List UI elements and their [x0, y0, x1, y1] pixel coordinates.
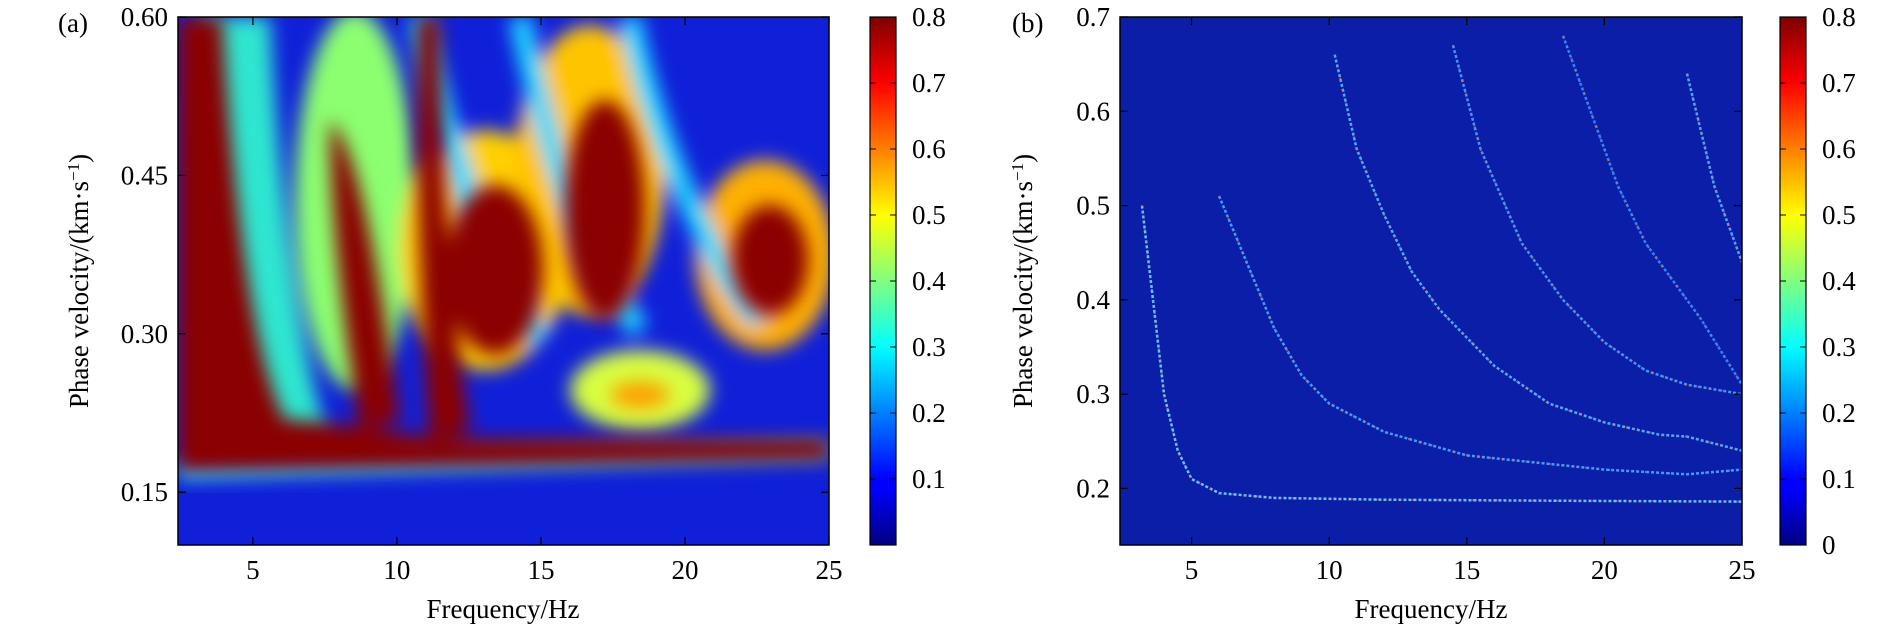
colorbar-tick-label-a: 0.7	[912, 68, 946, 98]
colorbar-tick-label-a: 0.4	[912, 266, 946, 296]
panel-b-label: (b)	[1012, 8, 1043, 38]
heatmap-a-red-lobe-13hz	[447, 185, 543, 355]
y-tick-label-a: 0.60	[121, 2, 168, 32]
dispersion-curve-hot-1	[1218, 195, 1742, 476]
colorbar-tick-label-b: 0.7	[1822, 68, 1856, 98]
heatmap-a	[178, 17, 829, 545]
colorbar-b-ticks: 0 0.1 0.2 0.3 0.4 0.5 0.6 0.7 0.8	[1780, 2, 1856, 560]
axes-b-ticks: 5 10 15 20 25 0.2 0.3 0.4 0.5 0.6 0.7	[1076, 2, 1755, 585]
colorbar-tick-label-b: 0.8	[1822, 2, 1856, 32]
colorbar-tick-label-b: 0.6	[1822, 134, 1856, 164]
panel-a: (a)	[58, 2, 946, 624]
colorbar-tick-label-b: 0.3	[1822, 332, 1856, 362]
y-tick-label-b: 0.3	[1076, 379, 1110, 409]
x-tick-label-a: 15	[527, 555, 554, 585]
dispersion-curve-2	[1333, 54, 1742, 452]
x-tick-label-b: 20	[1591, 555, 1618, 585]
dispersion-curve-1	[1217, 195, 1742, 476]
colorbar-tick-label-b: 0.4	[1822, 266, 1856, 296]
plot-area-b-frame	[1119, 16, 1743, 546]
axes-a-ticks: 5 10 15 20 25 0.15 0.30 0.45 0.60	[121, 2, 843, 585]
panel-a-label: (a)	[58, 8, 88, 38]
y-tick-label-b: 0.6	[1076, 96, 1110, 126]
colorbar-tick-label-a: 0.3	[912, 332, 946, 362]
colorbar-tick-label-b: 0.2	[1822, 398, 1856, 428]
dispersion-curve-3	[1451, 44, 1742, 396]
plot-area-a-frame	[177, 16, 830, 546]
colorbar-tick-label-b: 0.5	[1822, 200, 1856, 230]
colorbar-a-ticks: 0.1 0.2 0.3 0.4 0.5 0.6 0.7 0.8	[870, 2, 946, 494]
y-tick-label-a: 0.45	[121, 160, 168, 190]
y-axis-label-b: Phase velocity/(km·s−1)	[1008, 154, 1039, 408]
y-tick-label-b: 0.4	[1076, 285, 1110, 315]
x-axis-label-b: Frequency/Hz	[1355, 594, 1508, 624]
x-tick-label-b: 15	[1453, 555, 1480, 585]
heatmap-b-background	[1120, 17, 1742, 545]
heatmap-a-orange-lobe-18hz	[610, 381, 670, 409]
x-tick-label-b: 10	[1316, 555, 1343, 585]
y-tick-label-a: 0.30	[121, 319, 168, 349]
colorbar-tick-label-a: 0.1	[912, 464, 946, 494]
colorbar-tick-label-a: 0.2	[912, 398, 946, 428]
colorbar-tick-label-b: 0	[1822, 530, 1836, 560]
heatmap-a-cyan-streak-3	[619, 17, 769, 328]
dispersion-curve-4	[1561, 35, 1742, 386]
heatmap-a-red-main	[178, 17, 829, 470]
colorbar-tick-label-a: 0.6	[912, 134, 946, 164]
y-tick-label-b: 0.2	[1076, 473, 1110, 503]
panel-b: (b) 5 10 15 20 25 0.2 0.3 0.4 0.5 0.6 0.7 Frequenc…	[1008, 2, 1857, 624]
heatmap-a-red-lobe-17hz	[565, 100, 645, 320]
dispersion-curves-b	[1140, 35, 1742, 503]
x-tick-label-a: 5	[246, 555, 260, 585]
heatmap-a-red-lobe-22hz	[732, 205, 808, 315]
colorbar-tick-label-b: 0.1	[1822, 464, 1856, 494]
dispersion-curve-0	[1140, 205, 1742, 503]
heatmap-a-red-vertical-10hz	[417, 17, 470, 440]
colorbar-tick-label-a: 0.8	[912, 2, 946, 32]
x-tick-label-a: 25	[816, 555, 843, 585]
x-tick-label-b: 5	[1185, 555, 1199, 585]
dispersion-curve-hot-2	[1333, 54, 1742, 452]
y-tick-label-a: 0.15	[121, 477, 168, 507]
dispersion-curve-5	[1685, 73, 1742, 263]
y-tick-label-b: 0.7	[1076, 2, 1110, 32]
y-tick-label-b: 0.5	[1076, 191, 1110, 221]
heatmap-a-red-lobe-8hz	[330, 120, 400, 430]
colorbar-tick-label-a: 0.5	[912, 200, 946, 230]
x-tick-label-a: 20	[671, 555, 698, 585]
x-tick-label-a: 10	[383, 555, 410, 585]
x-tick-label-b: 25	[1729, 555, 1756, 585]
y-axis-label-a: Phase velocity/(km·s−1)	[64, 154, 95, 408]
x-axis-label-a: Frequency/Hz	[427, 594, 580, 624]
